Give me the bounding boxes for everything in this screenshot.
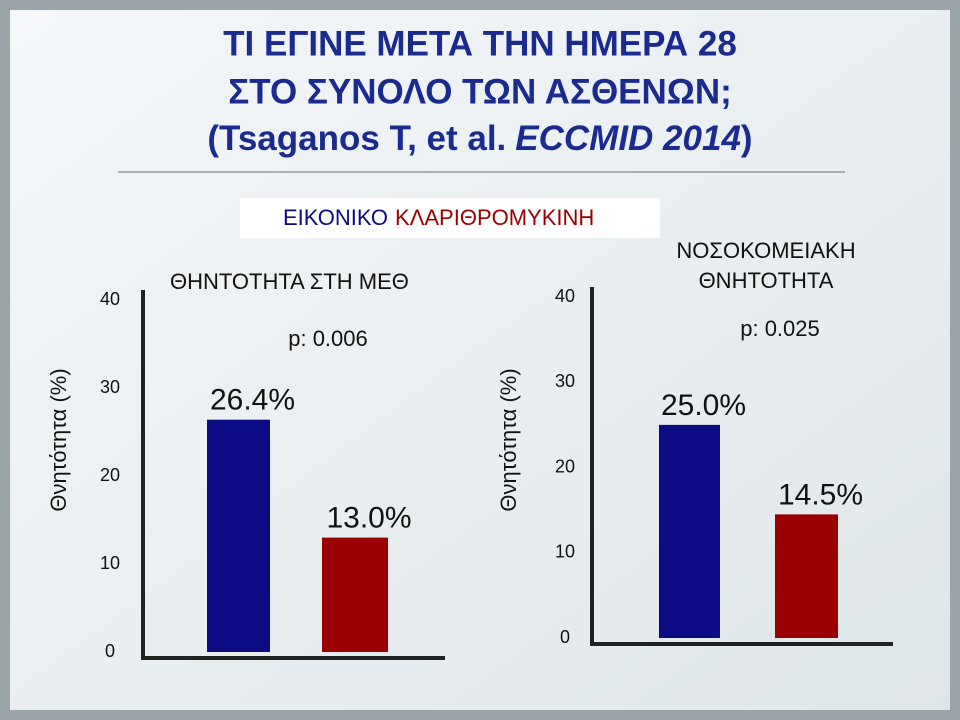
y-tick-label: 20 bbox=[100, 465, 120, 485]
y-tick-label: 40 bbox=[555, 286, 575, 306]
chart-title: ΘΗΝΤΟΤΗΤΑ ΣΤΗ ΜΕΘ bbox=[170, 269, 409, 294]
citation-part: ECCMID 2014 bbox=[515, 119, 741, 158]
value-label: 26.4% bbox=[210, 384, 295, 417]
value-label: 25.0% bbox=[661, 389, 746, 422]
y-tick-label: 30 bbox=[555, 371, 575, 391]
y-tick-label: 20 bbox=[555, 456, 575, 476]
y-tick-label: 10 bbox=[555, 542, 575, 562]
y-tick-label: 10 bbox=[100, 553, 120, 573]
y-axis-label: Θνητότητα (%) bbox=[46, 368, 71, 511]
y-tick-label: 40 bbox=[100, 289, 120, 309]
title-line: ΣΤΟ ΣΥΝΟΛΟ ΤΩΝ ΑΣΘΕΝΩΝ; bbox=[228, 72, 732, 111]
chart-title: ΘΝΗΤΟΤΗΤΑ bbox=[699, 268, 834, 293]
bar bbox=[322, 537, 388, 652]
bar bbox=[659, 424, 720, 638]
value-label: 14.5% bbox=[778, 478, 863, 511]
citation-part: (Tsaganos T, et al. bbox=[207, 119, 506, 158]
bar bbox=[775, 514, 838, 638]
chart-title: ΝΟΣΟΚΟΜΕΙΑΚΗ bbox=[676, 238, 855, 263]
y-tick-label: 0 bbox=[105, 641, 115, 661]
citation: (Tsaganos T, et al. ECCMID 2014) bbox=[207, 119, 752, 158]
chart-subtitle: p: 0.025 bbox=[740, 316, 820, 341]
y-axis-label: Θνητότητα (%) bbox=[496, 368, 521, 511]
chart-subtitle: p: 0.006 bbox=[288, 326, 368, 351]
legend-box bbox=[240, 198, 660, 238]
value-label: 13.0% bbox=[326, 502, 411, 535]
y-tick-label: 0 bbox=[560, 627, 570, 647]
citation-part: ) bbox=[741, 119, 753, 158]
legend: ΕΙΚΟΝΙΚΟ ΚΛΑΡΙΘΡΟΜΥΚΙΝΗ bbox=[283, 205, 594, 230]
legend-entry: ΕΙΚΟΝΙΚΟ bbox=[283, 205, 388, 230]
title-line: ΤΙ ΕΓΙΝΕ ΜΕΤΑ ΤΗΝ ΗΜΕΡΑ 28 bbox=[223, 24, 737, 63]
bar bbox=[207, 419, 270, 652]
y-tick-label: 30 bbox=[100, 377, 120, 397]
legend-entry: ΚΛΑΡΙΘΡΟΜΥΚΙΝΗ bbox=[395, 205, 594, 230]
